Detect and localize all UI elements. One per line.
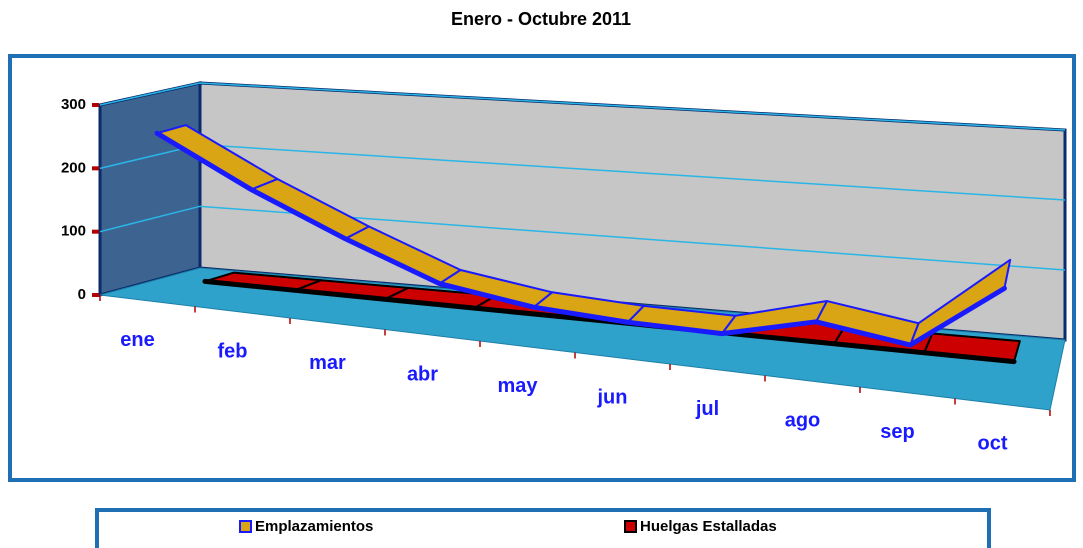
x-tick-label: ene [120, 329, 154, 351]
x-tick-label: oct [978, 433, 1008, 455]
legend-label: Huelgas Estalladas [640, 518, 777, 535]
legend-swatch [239, 520, 252, 533]
series-line [154, 130, 1007, 348]
legend-item: Emplazamientos [239, 518, 373, 535]
legend-swatch [624, 520, 637, 533]
chart-title: Enero - Octubre 2011 [451, 9, 631, 29]
x-tick-label: jun [597, 387, 628, 409]
plot: 0 100 200 300 ene feb mar abr may jun jul ago sep oct [61, 81, 1067, 455]
grid-line [99, 82, 1066, 131]
y-tick-label: 100 [61, 223, 86, 240]
x-tick-label: jul [695, 398, 719, 420]
legend-item: Huelgas Estalladas [624, 518, 777, 535]
x-tick-label: feb [218, 341, 248, 363]
floor [99, 267, 1066, 411]
grid-line [99, 205, 1066, 271]
chart: Enero - Octubre 2011 0 100 200 300 ene feb mar… [8, 9, 1076, 482]
y-tick-label: 0 [78, 286, 86, 303]
x-tick-label: abr [407, 364, 438, 386]
x-tick-label: mar [309, 352, 346, 374]
legend: Emplazamientos Huelgas Estalladas [95, 508, 991, 548]
y-tick-label: 300 [61, 96, 86, 113]
side-wall [98, 81, 202, 297]
x-tick-label: ago [785, 410, 821, 432]
x-tick-label: may [497, 375, 538, 397]
y-tick-label: 200 [61, 159, 86, 176]
legend-label: Emplazamientos [255, 518, 374, 535]
x-tick-label: sep [880, 421, 914, 443]
